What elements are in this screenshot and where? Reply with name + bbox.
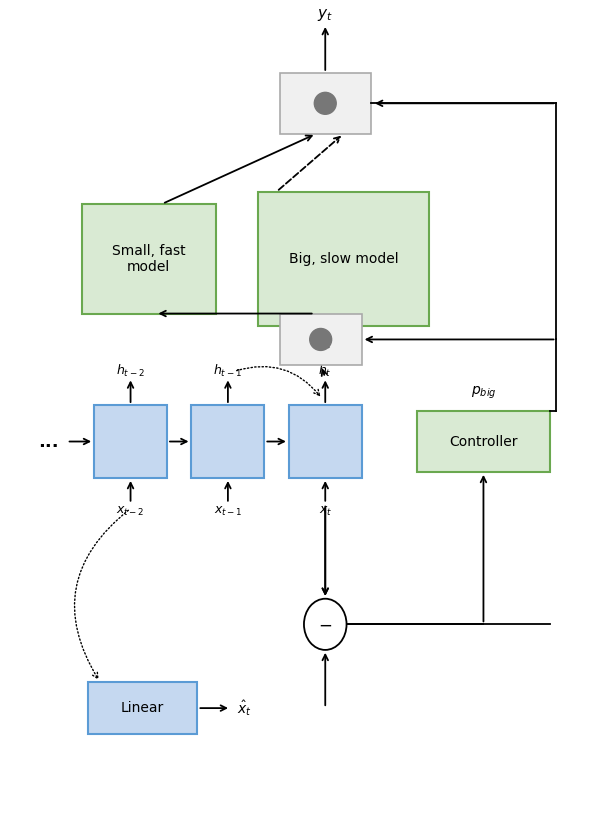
FancyBboxPatch shape	[416, 411, 550, 472]
FancyBboxPatch shape	[94, 405, 167, 478]
FancyBboxPatch shape	[88, 682, 198, 734]
Text: $x_{t-1}$: $x_{t-1}$	[214, 505, 242, 518]
Text: $\hat{x}_t$: $\hat{x}_t$	[237, 698, 252, 717]
Ellipse shape	[304, 599, 346, 650]
FancyBboxPatch shape	[82, 204, 216, 313]
FancyBboxPatch shape	[289, 405, 362, 478]
Text: $h_t$: $h_t$	[319, 363, 332, 379]
Text: Big, slow model: Big, slow model	[289, 251, 398, 266]
Text: Linear: Linear	[121, 701, 165, 715]
Circle shape	[314, 92, 336, 114]
FancyBboxPatch shape	[192, 405, 265, 478]
Text: ...: ...	[38, 432, 59, 450]
FancyBboxPatch shape	[279, 313, 362, 366]
Text: $h_{t-1}$: $h_{t-1}$	[214, 363, 243, 379]
Text: $-$: $-$	[318, 615, 332, 633]
Text: Controller: Controller	[449, 434, 518, 449]
Text: $x_{t-2}$: $x_{t-2}$	[116, 505, 145, 518]
Text: $h_{t-2}$: $h_{t-2}$	[116, 363, 145, 379]
Text: $y_t$: $y_t$	[317, 7, 333, 23]
FancyBboxPatch shape	[279, 73, 371, 134]
FancyBboxPatch shape	[258, 192, 429, 326]
Circle shape	[309, 329, 332, 350]
Text: Small, fast
model: Small, fast model	[112, 244, 185, 274]
Text: $x_t$: $x_t$	[319, 505, 332, 518]
Text: $p_{big}$: $p_{big}$	[471, 384, 496, 401]
